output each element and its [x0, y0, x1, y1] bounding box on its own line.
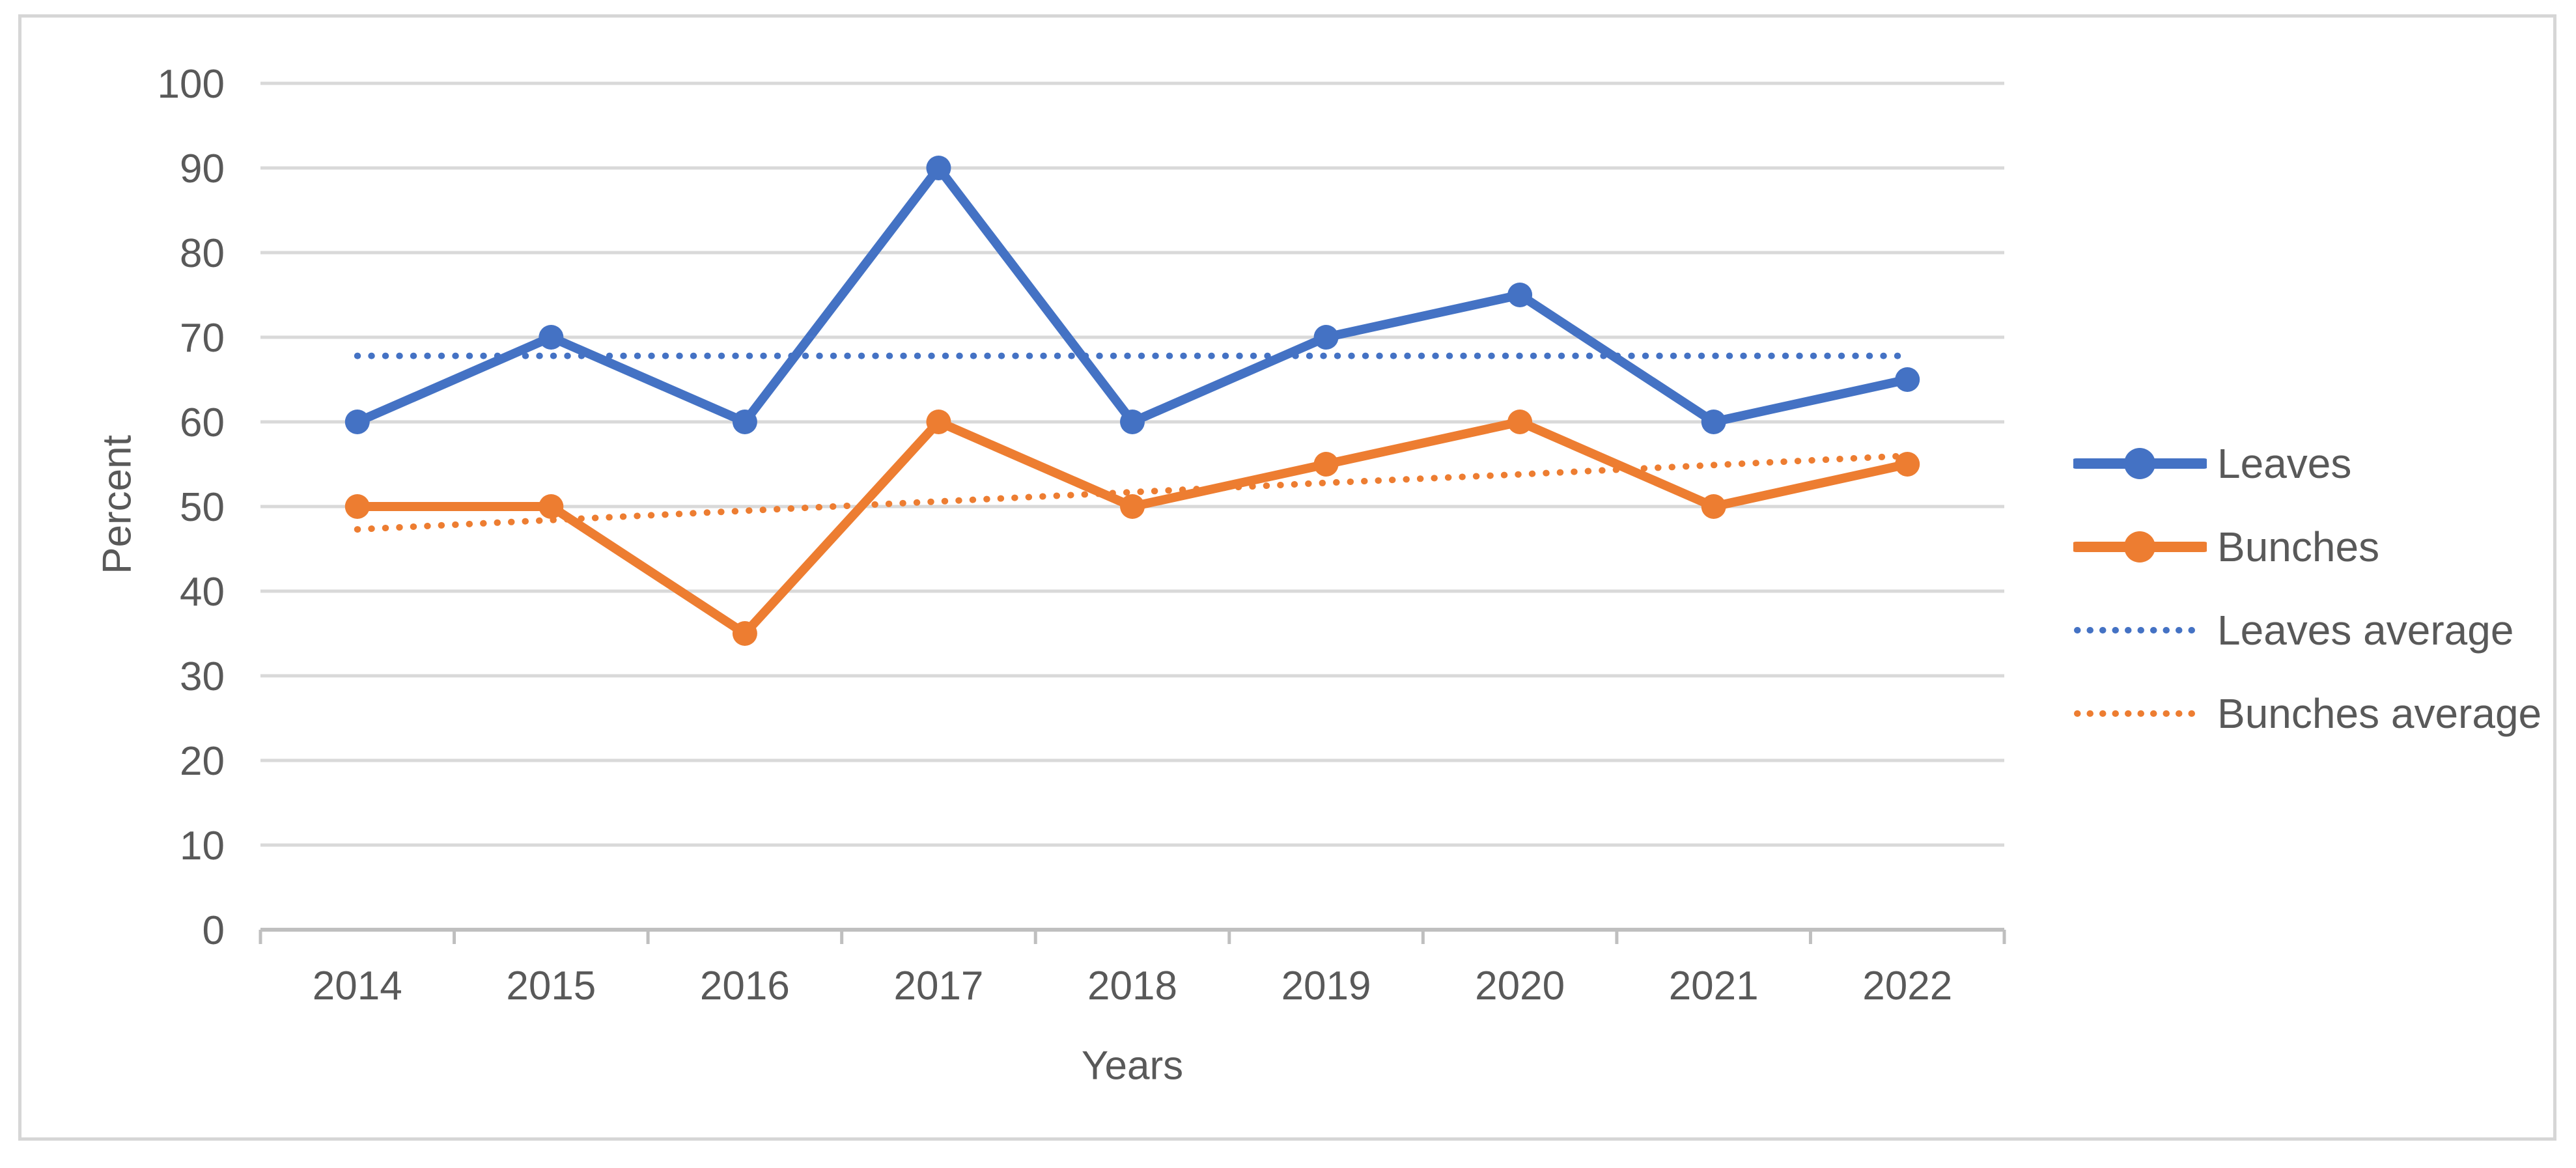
data-point-marker	[344, 494, 370, 519]
y-tick-label: 90	[180, 146, 225, 191]
x-tick-label: 2020	[1475, 964, 1565, 1008]
legend-swatch-leaves-icon	[2073, 448, 2207, 479]
x-tick-label: 2021	[1669, 964, 1759, 1008]
legend-label-bunches: Bunches	[2217, 523, 2380, 570]
y-tick-label: 20	[180, 739, 225, 784]
y-tick-label: 30	[180, 654, 225, 699]
data-point-marker	[539, 494, 564, 519]
data-point-marker	[1895, 367, 1920, 392]
legend-item-leaves-average: Leaves average	[2073, 589, 2541, 672]
legend-swatch-leaves-average-icon	[2074, 627, 2199, 633]
data-point-marker	[344, 410, 370, 434]
data-point-marker	[1507, 283, 1533, 307]
legend-swatch-bunches-icon	[2073, 531, 2207, 563]
data-point-marker	[1313, 452, 1339, 477]
y-tick-label: 50	[180, 485, 225, 530]
data-point-marker	[1120, 494, 1145, 519]
chart-card	[18, 14, 2556, 1141]
legend-label-bunches-average: Bunches average	[2217, 690, 2542, 737]
data-point-marker	[1701, 410, 1726, 434]
legend-item-bunches: Bunches	[2073, 505, 2541, 589]
series-line	[352, 163, 1912, 426]
data-point-marker	[1313, 325, 1339, 350]
y-tick-label: 70	[180, 316, 225, 361]
y-axis-title: Percent	[94, 435, 140, 574]
legend-label-leaves-average: Leaves average	[2217, 607, 2514, 654]
x-tick-label: 2014	[313, 964, 402, 1008]
y-tick-label: 100	[158, 62, 225, 107]
x-tick-label: 2022	[1862, 964, 1952, 1008]
y-tick-label: 10	[180, 824, 225, 869]
y-tick-label: 40	[180, 570, 225, 615]
legend-item-leaves: Leaves	[2073, 422, 2541, 505]
data-point-marker	[1895, 452, 1920, 477]
data-point-marker	[1120, 410, 1145, 434]
x-axis-title: Years	[1081, 1043, 1184, 1089]
data-point-marker	[1701, 494, 1726, 519]
data-point-marker	[732, 410, 757, 434]
data-point-marker	[732, 621, 757, 646]
x-tick-label: 2019	[1281, 964, 1371, 1008]
data-point-marker	[926, 410, 951, 434]
legend-item-bunches-average: Bunches average	[2073, 672, 2541, 755]
chart-legend: Leaves Bunches Leaves average Bunches av…	[2073, 422, 2541, 755]
legend-swatch-bunches-average-icon	[2074, 710, 2199, 717]
x-tick-label: 2017	[893, 964, 983, 1008]
legend-label-leaves: Leaves	[2217, 440, 2352, 487]
data-point-marker	[926, 156, 951, 180]
y-tick-label: 0	[203, 908, 225, 953]
y-tick-label: 80	[180, 231, 225, 276]
series-line	[352, 417, 1912, 638]
x-tick-label: 2015	[506, 964, 596, 1008]
data-point-marker	[1507, 410, 1533, 434]
x-tick-label: 2016	[700, 964, 790, 1008]
data-point-marker	[539, 325, 564, 350]
x-tick-label: 2018	[1087, 964, 1177, 1008]
y-tick-label: 60	[180, 400, 225, 445]
